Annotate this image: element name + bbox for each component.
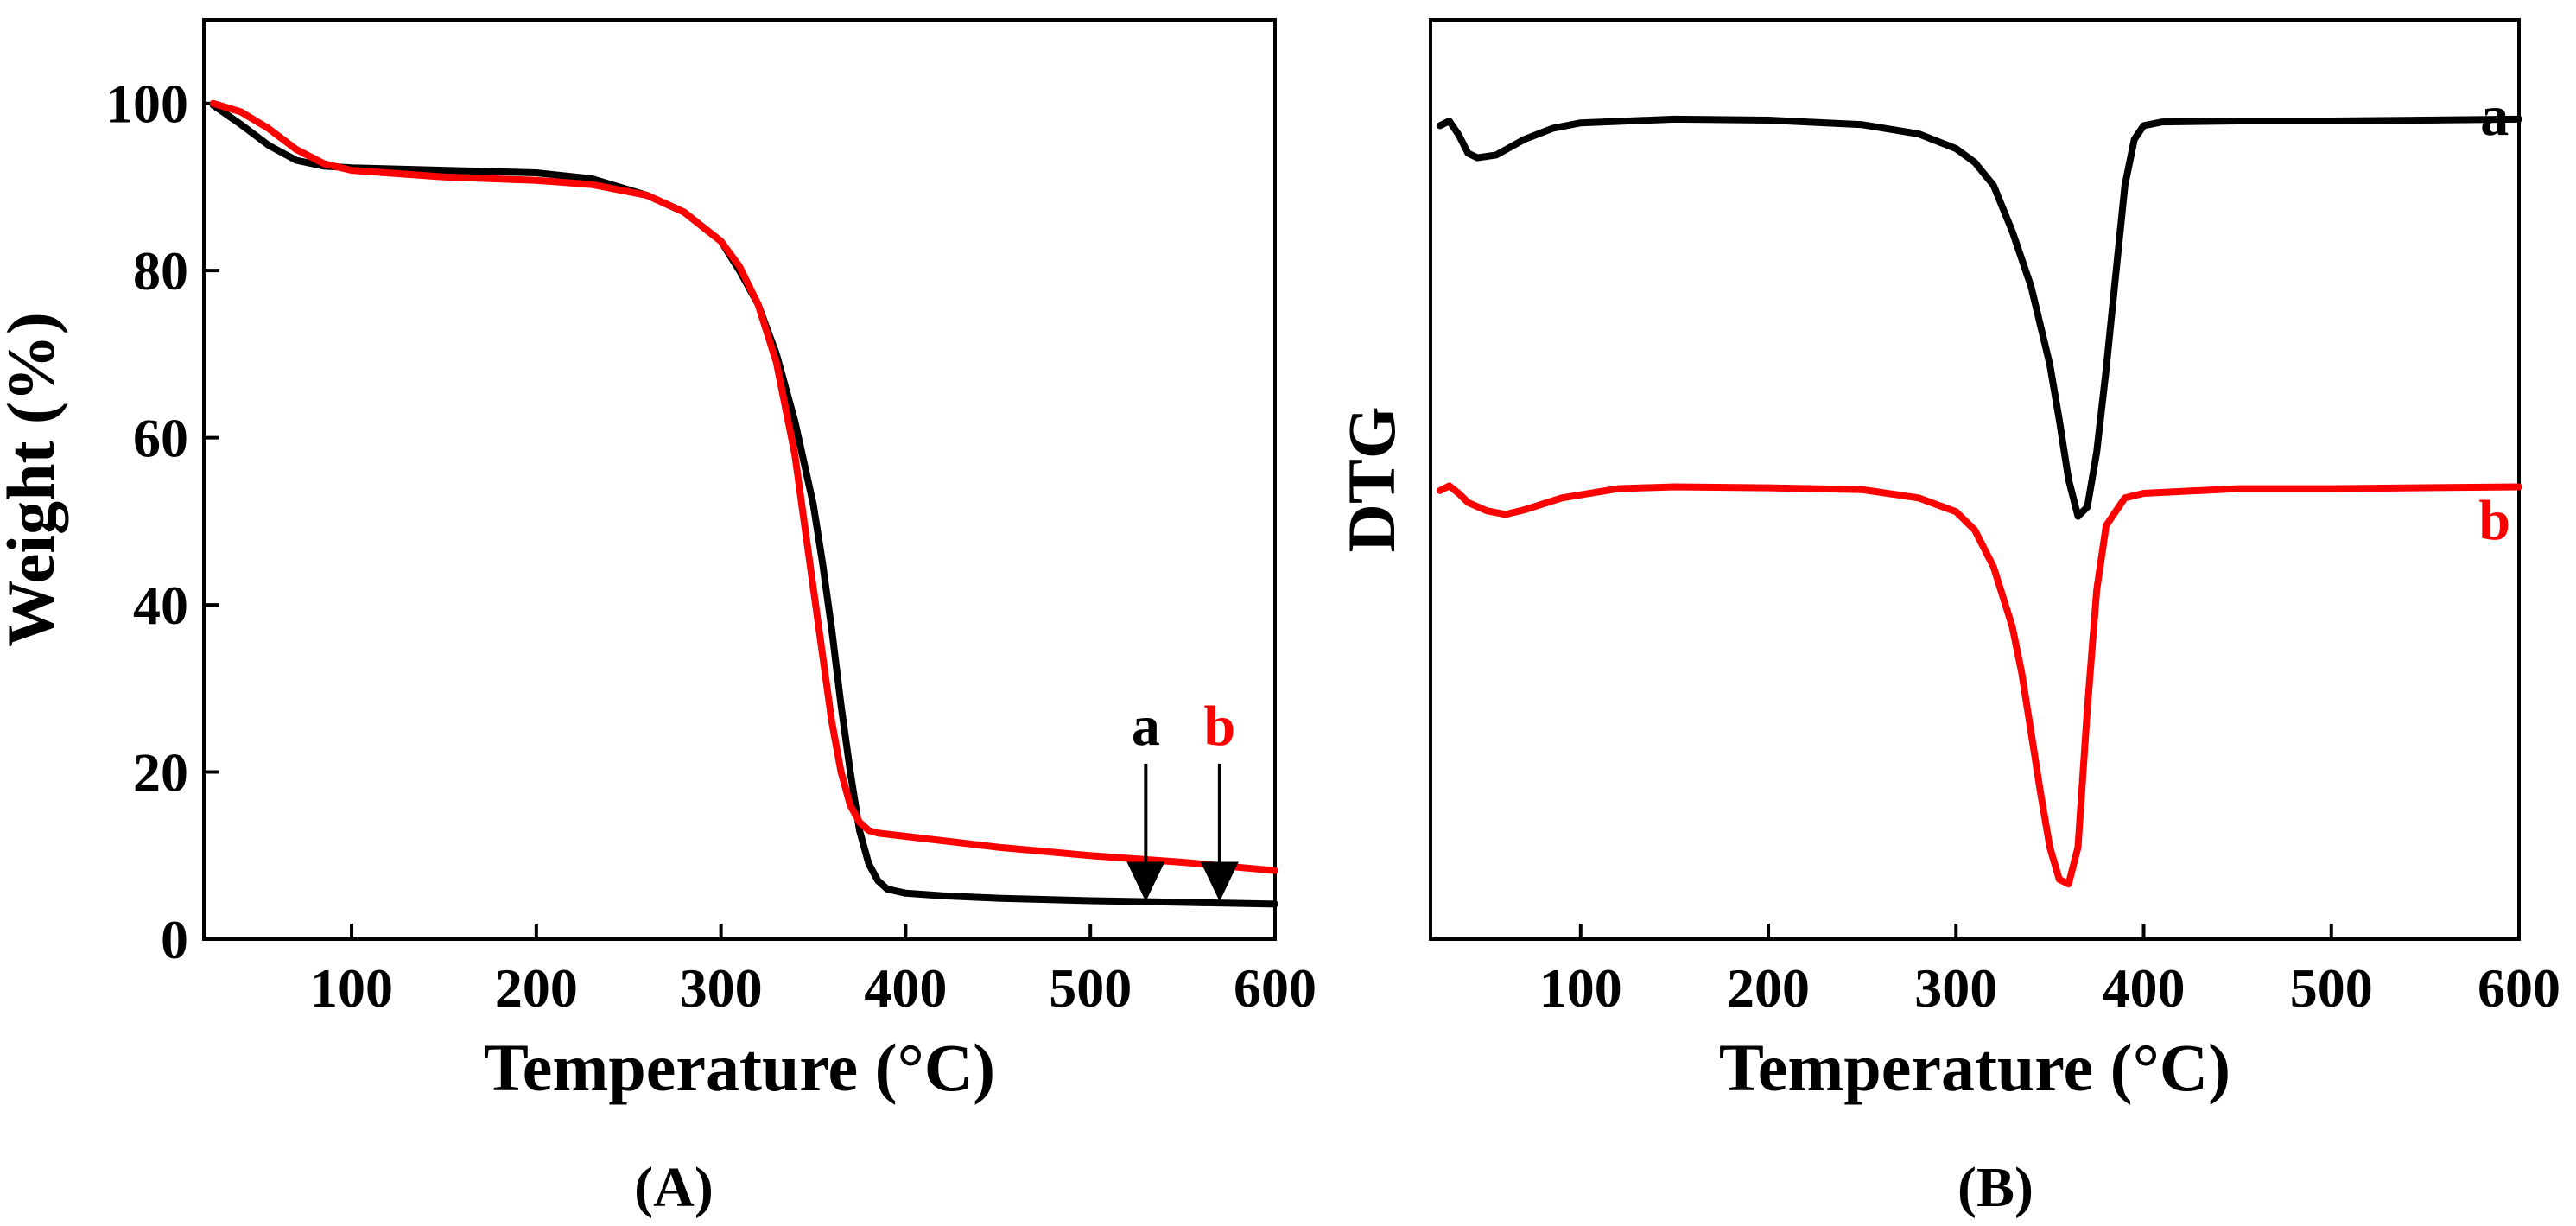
panel-b-x-tick-label: 500	[2290, 957, 2373, 1019]
panel-a-caption: (A)	[634, 1156, 714, 1219]
panel-a-annotation-arrow-head	[1200, 861, 1239, 902]
panel-a-caption-letter: A	[653, 1156, 695, 1219]
panel-b-x-axis-label: Temperature (°C)	[1719, 1030, 2230, 1105]
panel-a-x-tick-label: 100	[310, 957, 393, 1019]
panel-a-x-tick-label: 400	[864, 957, 947, 1019]
panel-b-series	[1436, 115, 2522, 888]
panel-b-plot-frame	[1429, 18, 2521, 941]
panel-a-annotation-arrow-head	[1126, 861, 1165, 902]
panel-b-y-axis-label: DTG	[1334, 406, 1409, 552]
panel-a-x-tick-label: 500	[1049, 957, 1132, 1019]
panel-a-y-ticks: 0 20 40 60 80 100	[105, 73, 219, 970]
panel-b-x-tick-label: 300	[1914, 957, 1997, 1019]
panel-a-y-tick-label: 80	[133, 240, 188, 302]
panel-a-x-tick-label: 600	[1234, 957, 1317, 1019]
panel-b-series-a-line	[1436, 115, 2522, 520]
panel-b-x-tick-label: 100	[1539, 957, 1622, 1019]
panel-b-caption-letter: B	[1976, 1156, 2014, 1219]
panel-a-y-tick-label: 60	[133, 408, 188, 469]
panel-a-annotation-label-b: b	[1204, 695, 1236, 758]
panel-a-series	[209, 99, 1278, 908]
panel-b-series-label-a: a	[2480, 85, 2509, 148]
panel-b-x-tick-label: 400	[2103, 957, 2186, 1019]
panel-a-x-ticks: 100 200 300 400 500 600	[310, 924, 1317, 1019]
panel-a-y-axis-label: Weight (%)	[0, 312, 68, 647]
panel-a-y-tick-label: 40	[133, 575, 188, 636]
panel-a-x-tick-label: 200	[495, 957, 578, 1019]
panel-a-y-tick-label: 100	[105, 73, 188, 135]
panel-b-series-b-line	[1436, 482, 2522, 888]
panel-b-x-tick-label: 200	[1727, 957, 1810, 1019]
panel-a-x-tick-label: 300	[680, 957, 763, 1019]
panel-b-caption: (B)	[1957, 1156, 2034, 1219]
panel-a-x-axis-label: Temperature (°C)	[484, 1030, 995, 1105]
panel-b-series-labels: ab	[2478, 85, 2510, 552]
panel-a-y-tick-label: 0	[161, 909, 188, 970]
panel-b-x-tick-label: 600	[2478, 957, 2560, 1019]
panel-a-series-b-line	[209, 99, 1278, 874]
panel-a-y-tick-label: 20	[133, 742, 188, 804]
panel-b: 100 200 300 400 500 600 ab Temperature (°C) D…	[1334, 18, 2560, 1219]
panel-a-plot-frame	[202, 18, 1277, 941]
panel-a-annotation-label-a: a	[1132, 695, 1160, 758]
panel-a-series-a-line	[209, 101, 1278, 908]
panel-b-series-label-b: b	[2478, 489, 2510, 552]
panel-b-x-ticks: 100 200 300 400 500 600	[1539, 924, 2560, 1019]
